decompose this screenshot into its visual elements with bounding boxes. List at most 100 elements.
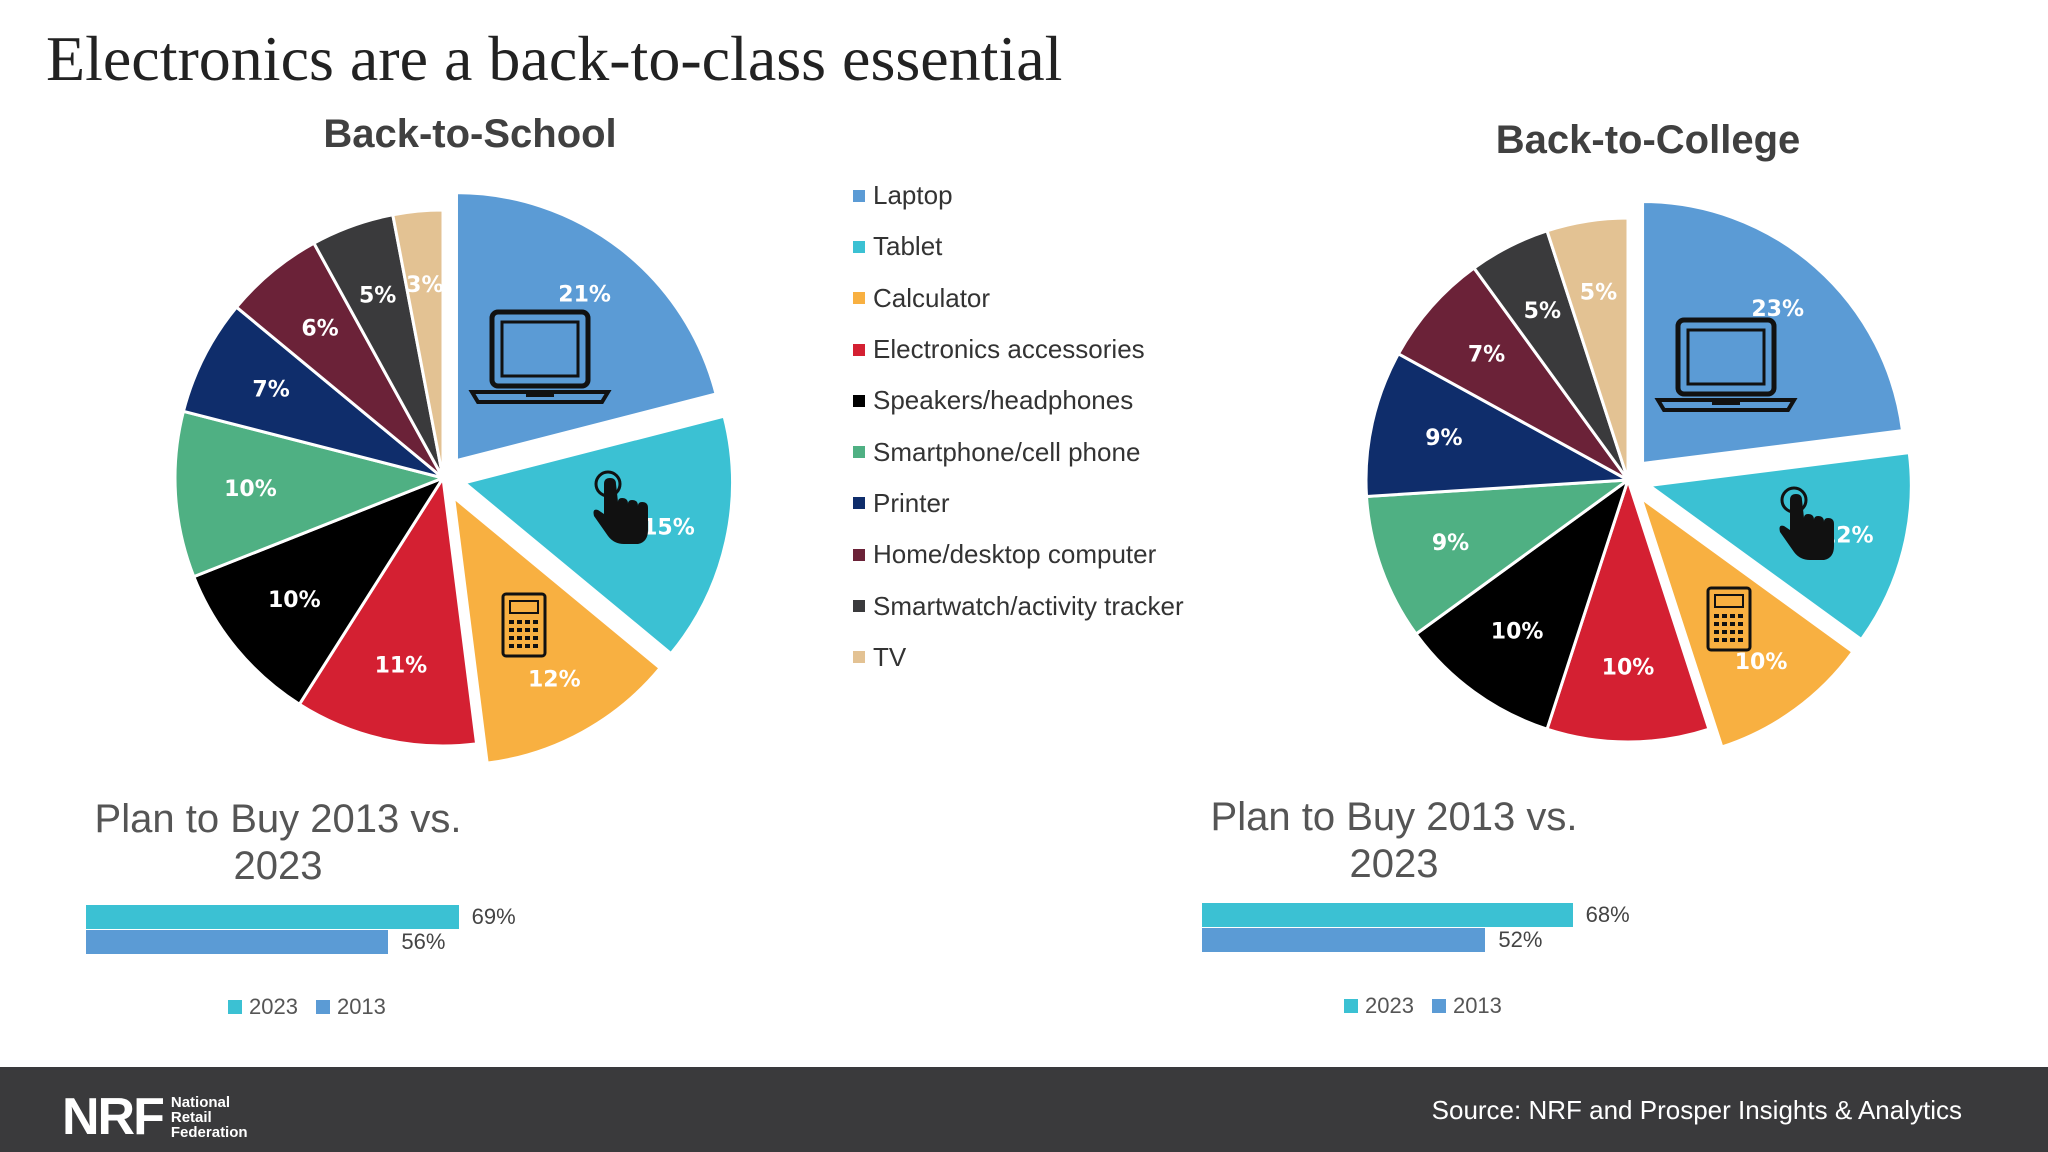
slice-label: 5% (1524, 299, 1561, 324)
legend-label: Speakers/headphones (873, 385, 1134, 416)
legend-label: Smartwatch/activity tracker (873, 590, 1184, 621)
nrf-logo-mark: NRF (62, 1088, 165, 1146)
bar-value-label: 52% (1498, 927, 1543, 952)
bar-legend-label: 2013 (336, 994, 386, 1019)
bar-value-label: 69% (471, 904, 516, 929)
pie-slice (1364, 478, 1634, 637)
legend-swatch (853, 240, 865, 253)
legend-item: Tablet (853, 221, 1184, 272)
laptop-icon (1654, 317, 1798, 412)
bar-legend-label: 2023 (249, 994, 298, 1019)
legend: Laptop Tablet Calculator Electronics access… (853, 170, 1184, 683)
calculator-icon (501, 592, 547, 658)
legend-swatch (853, 394, 865, 407)
slice-label: 9% (1432, 531, 1469, 556)
legend-item: Home/desktop computer (853, 529, 1184, 580)
slice-label: 7% (252, 377, 289, 402)
legend-swatch (853, 189, 865, 202)
slice-label: 21% (558, 282, 611, 307)
legend-label: Printer (873, 487, 950, 518)
bar-title-school: Plan to Buy 2013 vs. 2023 (94, 797, 462, 888)
pie-slice (1364, 351, 1634, 499)
legend-item: TV (853, 632, 1184, 683)
laptop-icon (468, 309, 612, 404)
bar-2023 (86, 905, 459, 929)
bar-legend: 2023 2013 (1344, 993, 1520, 1019)
bar-2023 (1202, 903, 1573, 927)
bar-legend-item: 2023 (1344, 993, 1414, 1019)
legend-item: Electronics accessories (853, 324, 1184, 375)
pie-slice (1396, 265, 1630, 482)
pie-slice (1545, 475, 1711, 744)
legend-swatch (853, 600, 865, 613)
slice-label: 5% (359, 283, 396, 308)
pie-slice (461, 414, 734, 656)
pie-slice (1545, 216, 1630, 481)
bar-2013 (1202, 928, 1486, 952)
slice-label: 5% (1580, 281, 1617, 306)
pie-slice (1413, 476, 1631, 732)
slice-label: 10% (1491, 620, 1544, 645)
pie-slice (451, 493, 663, 765)
legend-label: TV (873, 641, 907, 672)
slice-label: 12% (528, 667, 581, 692)
bar-legend-item: 2013 (315, 994, 386, 1020)
legend-item: Calculator (853, 273, 1184, 324)
slice-label: 7% (1468, 342, 1505, 367)
pie-title-school: Back-to-School (323, 112, 617, 156)
slice-label: 10% (268, 588, 321, 613)
legend-swatch (853, 497, 865, 510)
slice-label: 11% (375, 653, 428, 678)
slice-label: 10% (1602, 656, 1655, 681)
legend-label: Calculator (873, 282, 991, 313)
nrf-logo-words: National Retail Federation (171, 1095, 248, 1140)
bar-legend: 2023 2013 (228, 994, 404, 1020)
bar-2013 (86, 930, 389, 954)
bar-legend-item: 2013 (1431, 993, 1502, 1019)
nrf-logo-word: Federation (170, 1123, 248, 1141)
bar-legend-label: 2023 (1365, 993, 1414, 1018)
pie-slice (1638, 493, 1855, 749)
pie-slice (181, 305, 444, 480)
nrf-logo: NRF National Retail Federation (62, 1087, 248, 1147)
legend-swatch (853, 446, 865, 459)
nrf-logo-word: National (170, 1093, 231, 1111)
bar-legend-swatch (228, 1000, 242, 1014)
bar-legend-swatch (315, 1000, 330, 1014)
legend-item: Smartphone/cell phone (853, 426, 1184, 477)
pie-slice (297, 473, 479, 748)
slice-label: 10% (224, 477, 277, 502)
slice-label: 15% (642, 515, 695, 540)
legend-swatch (853, 292, 865, 305)
legend-item: Laptop (853, 170, 1184, 221)
pie-slice (191, 474, 447, 707)
legend-item: Printer (853, 478, 1184, 529)
bar-value-label: 56% (401, 929, 446, 954)
source-note: Source: NRF and Prosper Insights & Analy… (1431, 1095, 1962, 1125)
bar-legend-swatch (1431, 999, 1446, 1013)
calculator-icon (1706, 586, 1752, 652)
pie-slice (173, 409, 448, 579)
legend-label: Smartphone/cell phone (873, 436, 1141, 467)
pie-slice (1645, 450, 1913, 642)
pie-slice (391, 208, 445, 479)
legend-swatch (853, 651, 865, 664)
slice-label: 6% (301, 316, 338, 341)
legend-label: Laptop (873, 180, 953, 211)
bar-legend-label: 2013 (1452, 993, 1502, 1018)
pie-title-college: Back-to-College (1495, 118, 1801, 162)
legend-label: Home/desktop computer (873, 539, 1157, 570)
legend-label: Tablet (873, 231, 943, 262)
nrf-logo-word: Retail (170, 1108, 212, 1126)
legend-swatch (853, 343, 865, 356)
bar-value-label: 68% (1585, 902, 1630, 927)
legend-item: Smartwatch/activity tracker (853, 580, 1184, 631)
bar-legend-swatch (1344, 999, 1358, 1013)
legend-swatch (853, 548, 865, 561)
slice-label: 9% (1425, 426, 1462, 451)
bar-legend-item: 2023 (228, 994, 298, 1020)
touch-hand-icon (593, 470, 648, 544)
slice-label: 3% (406, 273, 443, 298)
